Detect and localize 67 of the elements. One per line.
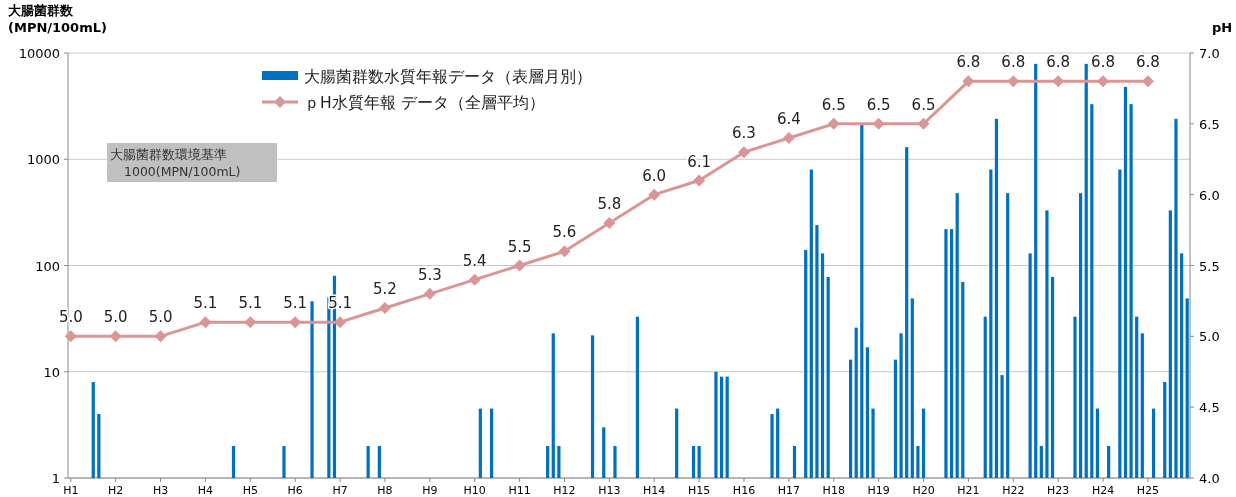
data-label: 6.8 [1001,53,1026,72]
x-tick-label: H22 [1002,484,1025,497]
x-tick-label: H2 [108,484,124,497]
y-tick-label: 10000 [18,46,60,61]
data-label: 6.1 [687,152,712,171]
data-label: 6.3 [732,124,756,143]
annotation: 大腸菌群数環境基準 1000(MPN/100mL) [110,147,241,179]
y-tick-label: 10 [43,364,60,380]
y2-axis-title: pH [1211,20,1233,35]
data-label: 5.5 [507,237,532,256]
data-label: 5.2 [373,280,397,298]
x-tick-label: H21 [957,484,980,497]
data-label: 5.0 [58,308,83,327]
data-label: 6.4 [776,110,801,128]
y2-tick-label: 4.5 [1199,400,1220,416]
x-tick-label: H8 [377,484,393,497]
x-tick-label: H5 [242,484,258,497]
data-label: 6.8 [956,53,981,72]
data-label: 6.5 [866,95,891,114]
annotation: 大腸菌群数環境基準 1000(MPN/100mL) [107,143,277,182]
legend-label: 大腸菌群数水質年報データ（表層月別） [304,68,592,86]
y2-tick-label: 7.0 [1199,46,1220,61]
x-tick-label: H24 [1091,484,1115,497]
y2-tick-label: 5.0 [1199,329,1220,345]
data-label: 6.0 [642,166,667,185]
x-tick-label: H11 [508,484,531,497]
data-label: 5.0 [148,308,173,327]
x-tick-label: H20 [912,484,935,497]
y-tick-label: 100 [35,258,60,274]
y-tick-label: 1 [51,471,60,486]
data-label: 5.1 [283,294,308,313]
x-tick-label: H14 [643,484,666,497]
x-tick-label: H18 [822,484,845,497]
x-tick-label: H10 [463,484,486,497]
x-tick-label: H17 [777,484,801,497]
data-label: 5.1 [238,294,263,313]
data-label: 5.1 [193,294,218,313]
x-tick-label: H4 [197,484,214,497]
x-tick-label: H19 [867,484,890,497]
data-label: 5.0 [103,308,128,327]
y-axis-title: 大腸菌群数 (MPN/100mL) [8,3,107,35]
data-label: 6.8 [1091,53,1115,72]
data-label: 5.6 [552,223,577,242]
x-tick-label: H25 [1136,484,1160,497]
x-tick-label: H9 [422,484,438,497]
x-tick-label: H7 [332,484,348,497]
y2-tick-label: 6.5 [1199,116,1220,132]
x-tick-label: H3 [152,484,169,497]
data-label: 5.3 [417,265,442,284]
y2-tick-label: 4.0 [1199,471,1220,486]
x-tick-label: H1 [63,484,79,497]
x-tick-label: H6 [287,484,303,497]
data-label: 5.8 [597,195,622,213]
data-label: 6.8 [1046,53,1071,72]
legend-label: ｐH水質年報 データ（全層平均） [304,94,545,112]
x-tick-label: H12 [553,484,576,497]
y2-tick-label: 5.5 [1199,258,1220,274]
y2-tick-label: 6.0 [1199,187,1220,203]
data-label: 6.5 [821,95,846,114]
data-label: 6.8 [1136,53,1160,72]
y-tick-label: 1000 [26,152,60,168]
x-tick-label: H15 [687,484,711,497]
x-tick-label: H23 [1047,484,1070,497]
data-label: 5.4 [462,251,487,270]
data-label: 6.5 [911,95,936,114]
x-tick-label: H16 [732,484,756,497]
x-tick-label: H13 [598,484,621,497]
